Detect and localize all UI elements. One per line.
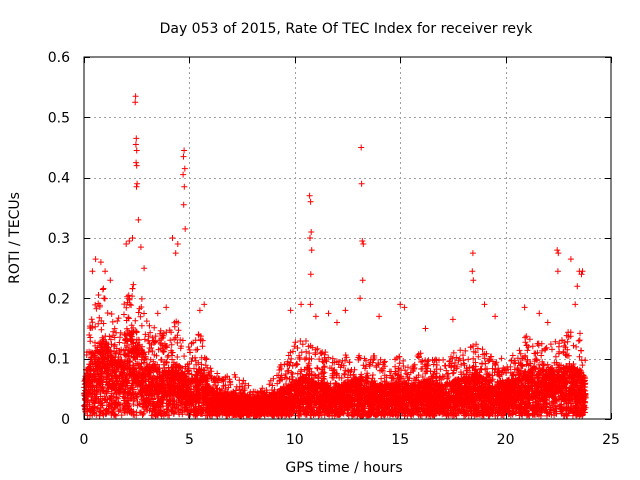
- roti-point: [465, 356, 472, 363]
- data-points: [81, 93, 589, 419]
- roti-point: [292, 339, 299, 346]
- roti-point: [107, 336, 114, 343]
- roti-point: [360, 362, 367, 369]
- roti-point: [175, 327, 182, 334]
- roti-point: [179, 337, 186, 344]
- roti-point: [174, 339, 181, 346]
- roti-point: [363, 357, 369, 364]
- roti-point: [577, 347, 584, 354]
- roti-point: [123, 317, 130, 324]
- roti-point: [524, 347, 531, 354]
- roti-point: [479, 346, 486, 353]
- roti-point: [552, 353, 559, 360]
- roti-point: [168, 341, 175, 348]
- roti-point: [108, 311, 115, 317]
- roti-point: [344, 367, 351, 374]
- roti-point: [303, 348, 310, 355]
- roti-point: [529, 343, 536, 350]
- roti-point: [381, 359, 387, 366]
- roti-point: [199, 343, 206, 350]
- roti-point: [123, 304, 130, 311]
- roti-point: [498, 355, 505, 362]
- roti-point: [377, 356, 384, 363]
- roti-point: [575, 337, 582, 344]
- roti-point: [375, 360, 382, 367]
- roti-point: [116, 339, 123, 346]
- roti-point: [274, 380, 281, 387]
- roti-point: [526, 336, 533, 343]
- roti-point: [551, 359, 558, 366]
- roti-point: [157, 327, 164, 334]
- roti-point: [576, 337, 583, 344]
- roti-point: [576, 353, 583, 360]
- roti-point: [190, 339, 197, 346]
- roti-point: [143, 318, 150, 325]
- roti-point: [418, 359, 425, 365]
- roti-point: [245, 382, 252, 389]
- roti-point: [549, 346, 555, 353]
- roti-point: [563, 332, 570, 339]
- roti-point: [439, 373, 446, 380]
- roti-point: [294, 345, 301, 351]
- roti-point: [266, 381, 273, 388]
- roti-point: [489, 365, 496, 372]
- roti-point: [396, 360, 403, 367]
- roti-point: [151, 324, 158, 331]
- roti-point: [341, 371, 348, 378]
- roti-point: [121, 301, 128, 308]
- roti-point: [531, 350, 538, 357]
- roti-point: [509, 352, 516, 359]
- roti-point: [236, 377, 243, 384]
- roti-point: [285, 352, 292, 359]
- roti-point: [132, 317, 139, 324]
- roti-point: [523, 333, 530, 340]
- roti-point: [483, 350, 490, 357]
- roti-point: [561, 342, 568, 349]
- roti-point: [298, 349, 305, 356]
- roti-point: [567, 329, 574, 336]
- roti-point: [174, 354, 181, 360]
- roti-point: [552, 338, 559, 345]
- roti-point: [289, 371, 296, 377]
- gridlines: [84, 57, 611, 419]
- roti-point: [128, 322, 135, 329]
- roti-point: [154, 361, 161, 368]
